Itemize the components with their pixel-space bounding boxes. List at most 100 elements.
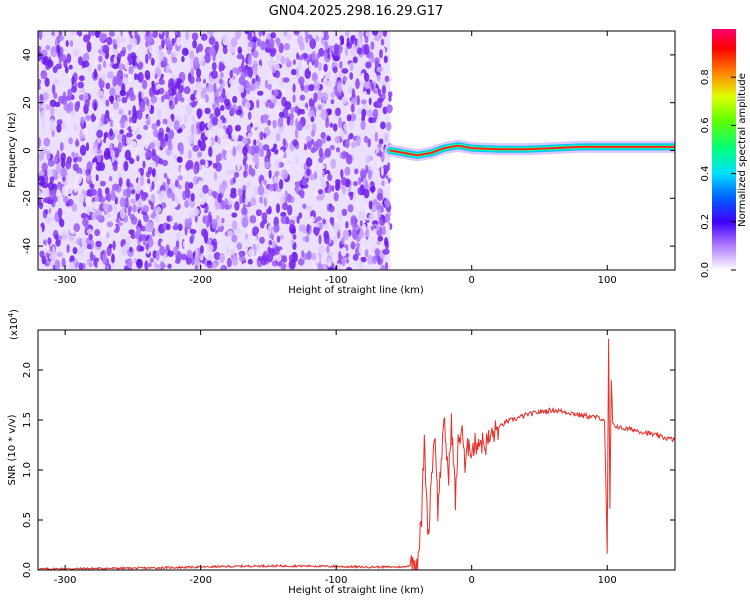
- snr-frame: [37, 329, 676, 571]
- spectrogram-noise-cell: [336, 147, 340, 153]
- spectrogram-noise-cell: [172, 201, 178, 208]
- spectrogram-noise-cell: [314, 263, 318, 270]
- spectrogram-noise-cell: [338, 44, 342, 55]
- spectrogram-noise-cell: [216, 215, 220, 221]
- spectrogram-noise-cell: [384, 213, 390, 222]
- spectrogram-noise-cell: [203, 247, 208, 254]
- spectrogram-noise-cell: [350, 215, 357, 225]
- spectrogram-noise-cell: [71, 75, 75, 85]
- spectrogram-noise-cell: [287, 138, 292, 144]
- spectrogram-noise-cell: [86, 41, 92, 53]
- spectrogram-noise-cell: [109, 111, 117, 121]
- spectrogram-noise-cell: [193, 56, 200, 67]
- spectrogram-noise-cell: [275, 37, 281, 44]
- spectrogram-noise-cell: [180, 97, 185, 103]
- spectrogram-noise-cell: [387, 170, 391, 179]
- spectrogram-noise-cell: [280, 263, 287, 270]
- spectrogram-noise-cell: [226, 257, 232, 268]
- spectrogram-noise-cell: [212, 102, 217, 110]
- spectrogram-noise-cell: [380, 166, 384, 177]
- spectrogram-noise-cell: [147, 166, 153, 175]
- spectrogram-noise-cell: [77, 156, 83, 163]
- spectrogram-noise-cell: [247, 66, 253, 78]
- spectrogram-noise-cell: [159, 185, 166, 193]
- spectrogram-noise-cell: [123, 188, 127, 197]
- spectrogram-noise-cell: [185, 104, 193, 115]
- spectrogram-noise-cell: [180, 253, 187, 261]
- spectrogram-noise-cell: [293, 31, 299, 35]
- spectrogram-noise-cell: [251, 130, 258, 141]
- spectrogram-noise-cell: [176, 156, 183, 163]
- spectrogram-noise-cell: [44, 174, 49, 185]
- spectrogram-noise-cell: [214, 41, 219, 52]
- spectrogram-noise-cell: [114, 74, 121, 86]
- spectrogram-noise-cell: [212, 116, 219, 126]
- spectrogram-noise-cell: [263, 179, 267, 186]
- spectrogram-noise-cell: [82, 167, 86, 177]
- spectrogram-noise-cell: [40, 49, 48, 57]
- spectrogram-noise-cell: [201, 228, 208, 237]
- spectrogram-noise-cell: [309, 38, 317, 50]
- spectrogram-noise-cell: [321, 101, 326, 108]
- spectrogram-noise-cell: [38, 31, 43, 40]
- spectrogram-noise-cell: [217, 119, 223, 129]
- spectrogram-noise-cell: [237, 144, 242, 152]
- spectrogram-noise-cell: [118, 177, 123, 187]
- spectrogram-noise-cell: [364, 79, 371, 90]
- spectrogram-noise-cell: [300, 84, 305, 92]
- spectrogram-noise-cell: [165, 244, 170, 250]
- spectrogram-noise-cell: [354, 126, 359, 132]
- spectrogram-noise-cell: [335, 107, 341, 117]
- spectrogram-noise-cell: [97, 90, 104, 97]
- spectrogram-y-tick-label: -40: [22, 238, 33, 254]
- spectrogram-noise-cell: [370, 82, 375, 91]
- spectrogram-y-label: Frequency (Hz): [7, 112, 18, 188]
- spectrogram-noise-cell: [120, 56, 128, 65]
- spectrogram-noise-cell: [268, 169, 272, 179]
- spectrogram-noise-cell: [318, 244, 325, 255]
- spectrogram-noise-cell: [207, 138, 212, 149]
- spectrogram-noise-cell: [350, 241, 356, 250]
- spectrogram-noise-cell: [85, 115, 91, 121]
- spectrogram-noise-cell: [138, 167, 145, 173]
- spectrogram-noise-cell: [349, 113, 357, 122]
- spectrogram-noise-cell: [256, 99, 260, 109]
- spectrogram-noise-cell: [315, 222, 320, 228]
- spectrogram-noise-cell: [241, 217, 249, 228]
- spectrogram-noise-cell: [299, 94, 306, 101]
- spectrogram-noise-cell: [112, 240, 116, 251]
- spectrogram-noise-cell: [151, 181, 155, 190]
- snr-y-tick-label: 0.0: [22, 562, 33, 578]
- spectrogram-noise-cell: [142, 79, 148, 90]
- spectrogram-noise-cell: [271, 82, 278, 91]
- spectrogram-noise-cell: [173, 246, 179, 256]
- spectrogram-noise-cell: [365, 31, 371, 37]
- spectrogram-noise-cell: [313, 156, 320, 162]
- spectrogram-noise-cell: [57, 207, 63, 218]
- spectrogram-noise-cell: [217, 136, 221, 145]
- spectrogram-noise-cell: [278, 179, 284, 190]
- spectrogram-noise-cell: [327, 267, 334, 270]
- spectrogram-noise-cell: [215, 154, 219, 165]
- spectrogram-noise-cell: [239, 251, 244, 258]
- colorbar-ticks: 0.0 0.2 0.4 0.6 0.8: [700, 69, 736, 278]
- spectrogram-noise-cell: [139, 175, 145, 186]
- spectrogram-noise-cell: [47, 159, 55, 167]
- spectrogram-noise-cell: [41, 119, 45, 130]
- spectrogram-noise-cell: [291, 68, 297, 76]
- spectrogram-noise-cell: [68, 137, 73, 145]
- spectrogram-noise-cell: [214, 135, 218, 143]
- spectrogram-noise-cell: [57, 63, 63, 70]
- spectrogram-noise-cell: [268, 38, 275, 49]
- spectrogram-noise-cell: [87, 206, 91, 216]
- spectrogram-noise-cell: [80, 212, 88, 219]
- spectrogram-noise-cell: [364, 72, 370, 82]
- spectrogram-noise-cell: [207, 160, 213, 166]
- spectrogram-noise-cell: [376, 192, 384, 201]
- spectrogram-noise-cell: [252, 243, 257, 250]
- spectrogram-noise-cell: [287, 204, 293, 216]
- spectrogram-noise-cell: [204, 53, 211, 64]
- spectrogram-noise-cell: [313, 81, 320, 91]
- spectrogram-noise-cell: [334, 136, 341, 144]
- spectrogram-noise-cell: [204, 107, 211, 115]
